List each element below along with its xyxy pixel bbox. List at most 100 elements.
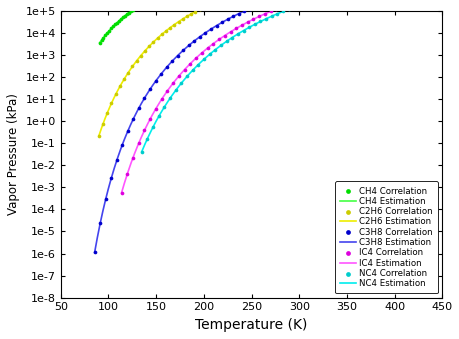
Point bbox=[102, 196, 109, 202]
Point bbox=[141, 48, 148, 54]
Point bbox=[191, 9, 199, 14]
Point bbox=[255, 14, 262, 19]
Point bbox=[113, 158, 120, 163]
Point bbox=[278, 4, 285, 9]
Point bbox=[202, 30, 209, 36]
Point bbox=[234, 31, 241, 37]
Point bbox=[162, 28, 169, 34]
Point bbox=[157, 71, 164, 77]
Point bbox=[190, 38, 198, 44]
Point bbox=[272, 6, 280, 12]
Point bbox=[251, 22, 258, 27]
Point bbox=[244, 19, 251, 25]
Point bbox=[131, 6, 138, 11]
Point bbox=[103, 30, 111, 36]
Point bbox=[166, 96, 174, 101]
Point bbox=[123, 171, 131, 177]
Point bbox=[179, 16, 186, 22]
Point bbox=[196, 34, 203, 39]
Point bbox=[111, 22, 118, 27]
Point bbox=[103, 110, 111, 116]
Point bbox=[107, 176, 115, 181]
Point bbox=[221, 33, 228, 38]
Point bbox=[284, 2, 291, 7]
Point bbox=[172, 88, 179, 93]
Point bbox=[143, 136, 151, 141]
Point bbox=[203, 45, 211, 51]
Point bbox=[133, 58, 140, 63]
Point bbox=[140, 128, 148, 133]
Point bbox=[189, 67, 196, 73]
Point bbox=[218, 20, 225, 25]
Point bbox=[268, 14, 275, 19]
Point bbox=[107, 100, 115, 106]
Point bbox=[256, 19, 263, 24]
Point bbox=[135, 140, 142, 146]
Point bbox=[101, 33, 109, 38]
Point bbox=[174, 19, 182, 24]
Point bbox=[146, 116, 154, 122]
Point bbox=[196, 6, 203, 12]
Point bbox=[129, 64, 136, 69]
Point bbox=[168, 58, 175, 64]
X-axis label: Temperature (K): Temperature (K) bbox=[195, 318, 307, 332]
Point bbox=[134, 3, 142, 8]
Point bbox=[113, 20, 121, 25]
Point bbox=[149, 124, 157, 130]
Point bbox=[296, 2, 303, 8]
Point bbox=[155, 114, 162, 119]
Point bbox=[240, 8, 247, 14]
Point bbox=[137, 53, 144, 58]
Point bbox=[200, 4, 207, 10]
Point bbox=[175, 73, 182, 79]
Point bbox=[158, 32, 165, 37]
Point bbox=[99, 121, 106, 126]
Point bbox=[138, 149, 145, 154]
Point bbox=[211, 47, 218, 53]
Point bbox=[217, 43, 224, 48]
Point bbox=[129, 155, 136, 160]
Point bbox=[136, 2, 144, 7]
Point bbox=[266, 8, 274, 14]
Point bbox=[135, 105, 142, 111]
Point bbox=[151, 79, 159, 84]
Point bbox=[152, 106, 159, 111]
Point bbox=[232, 26, 240, 31]
Point bbox=[226, 29, 234, 35]
Point bbox=[239, 28, 246, 33]
Point bbox=[206, 52, 213, 57]
Point bbox=[204, 2, 211, 8]
Point bbox=[145, 43, 152, 49]
Point bbox=[118, 142, 126, 147]
Point bbox=[249, 17, 257, 22]
Point bbox=[246, 6, 253, 12]
Point bbox=[213, 23, 220, 28]
Point bbox=[109, 24, 117, 29]
Point bbox=[187, 11, 195, 17]
Point bbox=[124, 128, 131, 134]
Point bbox=[121, 13, 128, 18]
Point bbox=[127, 8, 134, 14]
Point bbox=[194, 62, 202, 67]
Point bbox=[183, 14, 190, 19]
Point bbox=[285, 6, 292, 12]
Point bbox=[273, 11, 280, 16]
Point bbox=[112, 92, 119, 97]
Point bbox=[179, 47, 186, 53]
Point bbox=[209, 41, 217, 46]
Point bbox=[163, 88, 171, 94]
Point bbox=[100, 35, 107, 40]
Point bbox=[180, 67, 188, 72]
Point bbox=[200, 57, 207, 62]
Point bbox=[183, 74, 190, 79]
Point bbox=[115, 18, 123, 23]
Point bbox=[290, 4, 297, 10]
Point bbox=[262, 16, 269, 21]
Point bbox=[140, 95, 148, 101]
Point bbox=[215, 37, 222, 42]
Point bbox=[186, 61, 194, 66]
Point bbox=[198, 50, 205, 56]
Point bbox=[235, 11, 242, 16]
Point bbox=[123, 12, 130, 17]
Point bbox=[129, 116, 137, 121]
